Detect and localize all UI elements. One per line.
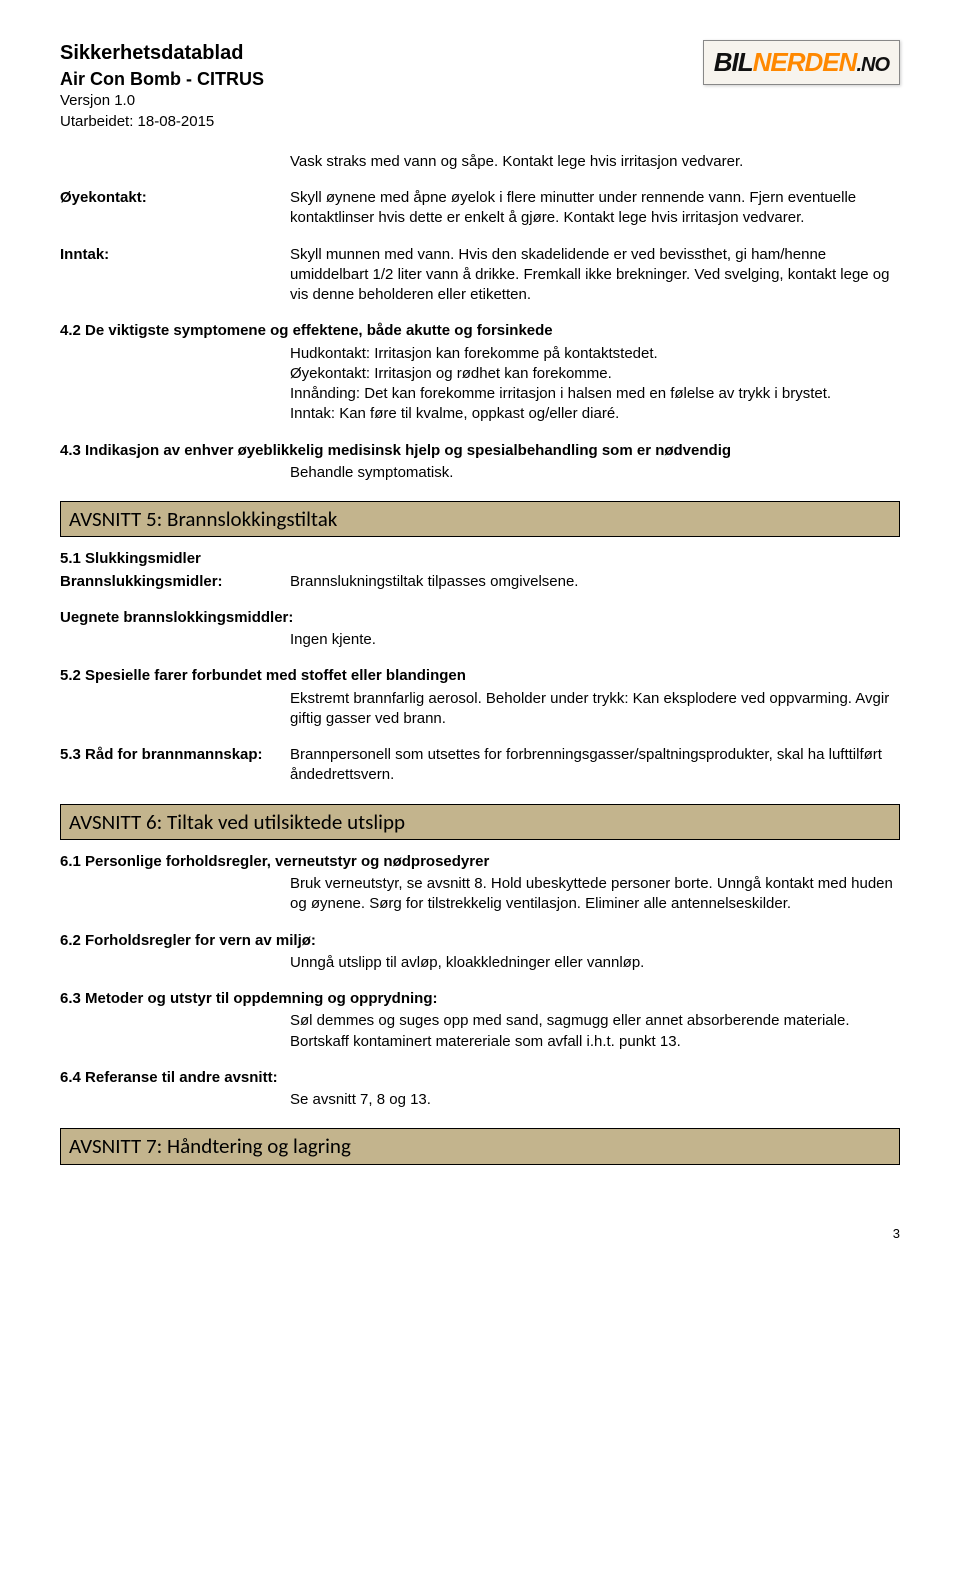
section-4-2: 4.2 De viktigste symptomene og effektene… [60, 321, 900, 424]
page-number: 3 [60, 1225, 900, 1243]
s6-2-heading: 6.2 Forholdsregler for vern av miljø: [60, 931, 900, 951]
eye-contact-block: Øyekontakt: Skyll øynene med åpne øyelok… [60, 188, 900, 229]
section-6-3: 6.3 Metoder og utstyr til oppdemning og … [60, 989, 900, 1052]
s5-1-text: Brannslukningstiltak tilpasses omgivelse… [290, 572, 900, 592]
s5-unfit-heading: Uegnete brannslokkingsmiddler: [60, 608, 900, 628]
section-7-bar: AVSNITT 7: Håndtering og lagring [60, 1128, 900, 1164]
logo-part-bil: BIL [714, 47, 753, 77]
ingestion-text: Skyll munnen med vann. Hvis den skadelid… [290, 245, 900, 306]
s6-3-heading: 6.3 Metoder og utstyr til oppdemning og … [60, 989, 900, 1009]
logo-part-nerden: NERDEN [753, 47, 857, 77]
s6-1-text: Bruk verneutstyr, se avsnitt 8. Hold ube… [290, 874, 900, 915]
section-5-2: 5.2 Spesielle farer forbundet med stoffe… [60, 666, 900, 729]
s5-1-heading: 5.1 Slukkingsmidler [60, 549, 900, 569]
eye-contact-label: Øyekontakt: [60, 188, 290, 229]
doc-title-2: Air Con Bomb - CITRUS [60, 67, 264, 91]
s5-3-text: Brannpersonell som utsettes for forbrenn… [290, 745, 900, 786]
brand-logo: BILNERDEN.NO [703, 40, 900, 85]
section-6-4: 6.4 Referanse til andre avsnitt: Se avsn… [60, 1068, 900, 1111]
ingestion-block: Inntak: Skyll munnen med vann. Hvis den … [60, 245, 900, 306]
logo-part-no: .NO [856, 54, 889, 76]
s4-2-heading: 4.2 De viktigste symptomene og effektene… [60, 321, 900, 341]
s6-4-text: Se avsnitt 7, 8 og 13. [290, 1090, 900, 1110]
s4-3-text: Behandle symptomatisk. [290, 463, 900, 483]
section-5-unfit: Uegnete brannslokkingsmiddler: Ingen kje… [60, 608, 900, 651]
s5-2-heading: 5.2 Spesielle farer forbundet med stoffe… [60, 666, 900, 686]
section-5-3: 5.3 Råd for brannmannskap: Brannpersonel… [60, 745, 900, 786]
eye-contact-text: Skyll øynene med åpne øyelok i flere min… [290, 188, 900, 229]
section-6-2: 6.2 Forholdsregler for vern av miljø: Un… [60, 931, 900, 974]
header-left: Sikkerhetsdatablad Air Con Bomb - CITRUS… [60, 40, 264, 132]
s6-4-heading: 6.4 Referanse til andre avsnitt: [60, 1068, 900, 1088]
s4-2-line-inhale: Innånding: Det kan forekomme irritasjon … [290, 384, 900, 404]
s6-3-text: Søl demmes og suges opp med sand, sagmug… [290, 1011, 900, 1052]
ingestion-label: Inntak: [60, 245, 290, 306]
document-header: Sikkerhetsdatablad Air Con Bomb - CITRUS… [60, 40, 900, 132]
s5-2-text: Ekstremt brannfarlig aerosol. Beholder u… [290, 689, 900, 730]
s6-2-text: Unngå utslipp til avløp, kloakkledninger… [290, 953, 900, 973]
s4-2-line-ingest: Inntak: Kan føre til kvalme, oppkast og/… [290, 404, 900, 424]
s5-unfit-text: Ingen kjente. [290, 630, 900, 650]
s4-2-body: Hudkontakt: Irritasjon kan forekomme på … [290, 344, 900, 425]
section-6-bar: AVSNITT 6: Tiltak ved utilsiktede utslip… [60, 804, 900, 840]
s4-2-line-skin: Hudkontakt: Irritasjon kan forekomme på … [290, 344, 900, 364]
doc-version: Versjon 1.0 [60, 91, 264, 111]
s4-3-heading: 4.3 Indikasjon av enhver øyeblikkelig me… [60, 441, 900, 461]
s4-2-line-eye: Øyekontakt: Irritasjon og rødhet kan for… [290, 364, 900, 384]
doc-title-1: Sikkerhetsdatablad [60, 40, 264, 67]
section-5-1: 5.1 Slukkingsmidler Brannslukkingsmidler… [60, 549, 900, 592]
section-5-bar: AVSNITT 5: Brannslokkingstiltak [60, 501, 900, 537]
intro-text: Vask straks med vann og såpe. Kontakt le… [290, 152, 900, 172]
section-6-1: 6.1 Personlige forholdsregler, verneutst… [60, 852, 900, 915]
s6-1-heading: 6.1 Personlige forholdsregler, verneutst… [60, 852, 900, 872]
s5-1-label: Brannslukkingsmidler: [60, 572, 290, 592]
doc-date: Utarbeidet: 18-08-2015 [60, 112, 264, 132]
s5-3-label: 5.3 Råd for brannmannskap: [60, 745, 290, 786]
section-4-3: 4.3 Indikasjon av enhver øyeblikkelig me… [60, 441, 900, 484]
